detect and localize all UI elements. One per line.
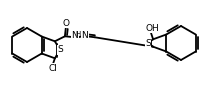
Text: N: N (72, 31, 78, 40)
Text: OH: OH (145, 24, 159, 33)
Text: Cl: Cl (48, 64, 57, 73)
Text: H: H (76, 31, 81, 37)
Text: O: O (62, 19, 69, 28)
Text: N: N (82, 31, 88, 40)
Text: S: S (145, 38, 151, 48)
Text: S: S (57, 45, 63, 54)
